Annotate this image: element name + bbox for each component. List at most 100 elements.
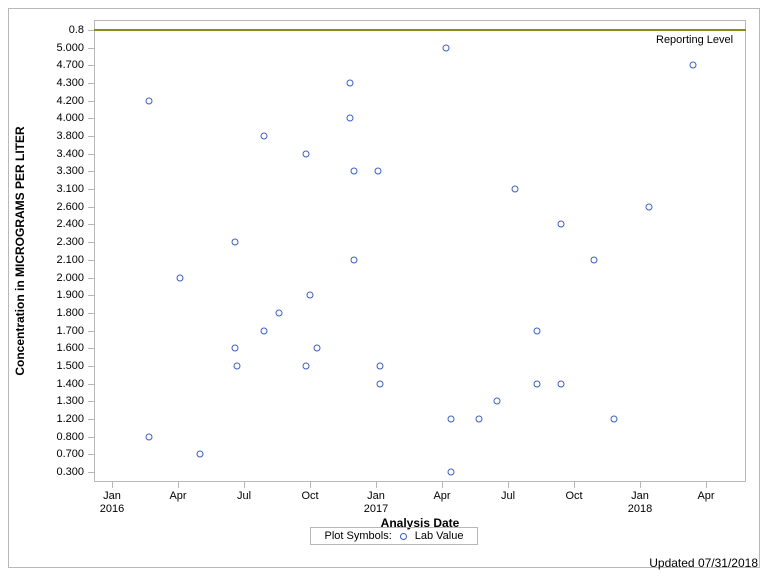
x-tick-label: Apr <box>433 490 450 503</box>
legend-marker-icon <box>400 533 407 540</box>
y-tick <box>88 242 94 243</box>
data-point <box>351 256 358 263</box>
y-tick <box>88 207 94 208</box>
y-tick <box>88 154 94 155</box>
y-tick-label: 0.8 <box>48 24 84 36</box>
y-tick <box>88 295 94 296</box>
legend-item-label: Lab Value <box>415 530 464 542</box>
y-tick <box>88 331 94 332</box>
y-tick <box>88 348 94 349</box>
x-tick-label: Oct <box>565 490 582 503</box>
y-tick <box>88 136 94 137</box>
y-tick-label: 4.700 <box>48 59 84 71</box>
y-tick-label: 0.700 <box>48 448 84 460</box>
y-tick-label: 1.200 <box>48 413 84 425</box>
y-tick <box>88 366 94 367</box>
y-axis-title: Concentration in MICROGRAMS PER LITER <box>13 126 27 375</box>
data-point <box>260 133 267 140</box>
y-tick-label: 1.300 <box>48 395 84 407</box>
x-tick <box>178 482 179 488</box>
data-point <box>533 380 540 387</box>
plot-area <box>94 20 746 482</box>
x-tick <box>508 482 509 488</box>
y-tick-label: 1.400 <box>48 378 84 390</box>
data-point <box>557 221 564 228</box>
y-tick <box>88 118 94 119</box>
y-tick-label: 1.500 <box>48 360 84 372</box>
y-tick <box>88 101 94 102</box>
y-tick-label: 1.600 <box>48 342 84 354</box>
y-tick-label: 3.800 <box>48 130 84 142</box>
data-point <box>645 203 652 210</box>
data-point <box>302 362 309 369</box>
data-point <box>313 345 320 352</box>
y-tick <box>88 260 94 261</box>
x-tick-label: Apr <box>697 490 714 503</box>
y-tick-label: 3.100 <box>48 183 84 195</box>
data-point <box>276 309 283 316</box>
x-tick <box>244 482 245 488</box>
y-tick <box>88 30 94 31</box>
x-tick <box>574 482 575 488</box>
legend: Plot Symbols: Lab Value <box>310 527 478 545</box>
data-point <box>590 256 597 263</box>
data-point <box>232 239 239 246</box>
data-point <box>146 97 153 104</box>
y-tick <box>88 224 94 225</box>
x-tick-label: Apr <box>169 490 186 503</box>
y-tick-label: 4.000 <box>48 112 84 124</box>
y-tick <box>88 454 94 455</box>
y-tick <box>88 171 94 172</box>
y-tick-label: 0.800 <box>48 431 84 443</box>
data-point <box>557 380 564 387</box>
x-tick-label: Oct <box>301 490 318 503</box>
x-tick <box>640 482 641 488</box>
data-point <box>197 451 204 458</box>
data-point <box>302 150 309 157</box>
x-tick <box>442 482 443 488</box>
data-point <box>447 415 454 422</box>
data-point <box>377 380 384 387</box>
y-tick-label: 4.200 <box>48 95 84 107</box>
x-tick-label: Jul <box>501 490 515 503</box>
x-tick-label: Jul <box>237 490 251 503</box>
y-tick <box>88 384 94 385</box>
data-point <box>234 362 241 369</box>
updated-text: Updated 07/31/2018 <box>649 556 758 570</box>
x-tick <box>376 482 377 488</box>
y-tick <box>88 313 94 314</box>
y-tick-label: 4.300 <box>48 77 84 89</box>
data-point <box>177 274 184 281</box>
y-tick <box>88 278 94 279</box>
y-tick <box>88 83 94 84</box>
data-point <box>260 327 267 334</box>
x-tick <box>706 482 707 488</box>
data-point <box>377 362 384 369</box>
y-tick-label: 2.100 <box>48 254 84 266</box>
x-tick <box>112 482 113 488</box>
data-point <box>610 415 617 422</box>
y-tick-label: 2.400 <box>48 218 84 230</box>
y-tick <box>88 437 94 438</box>
data-point <box>307 292 314 299</box>
y-tick-label: 2.300 <box>48 236 84 248</box>
data-point <box>511 186 518 193</box>
y-tick-label: 3.300 <box>48 165 84 177</box>
y-tick <box>88 48 94 49</box>
chart-container: Concentration in MICROGRAMS PER LITER An… <box>0 0 768 576</box>
x-tick-label: Jan2018 <box>628 490 652 516</box>
y-tick-label: 5.000 <box>48 42 84 54</box>
y-tick <box>88 472 94 473</box>
legend-title: Plot Symbols: <box>325 530 392 542</box>
y-tick <box>88 189 94 190</box>
y-tick-label: 2.600 <box>48 201 84 213</box>
y-tick-label: 1.900 <box>48 289 84 301</box>
data-point <box>146 433 153 440</box>
y-tick-label: 2.000 <box>48 272 84 284</box>
y-tick-label: 0.300 <box>48 466 84 478</box>
x-tick-label: Jan2017 <box>364 490 388 516</box>
y-tick-label: 1.800 <box>48 307 84 319</box>
y-tick <box>88 401 94 402</box>
reporting-level-label: Reporting Level <box>656 34 733 46</box>
data-point <box>375 168 382 175</box>
